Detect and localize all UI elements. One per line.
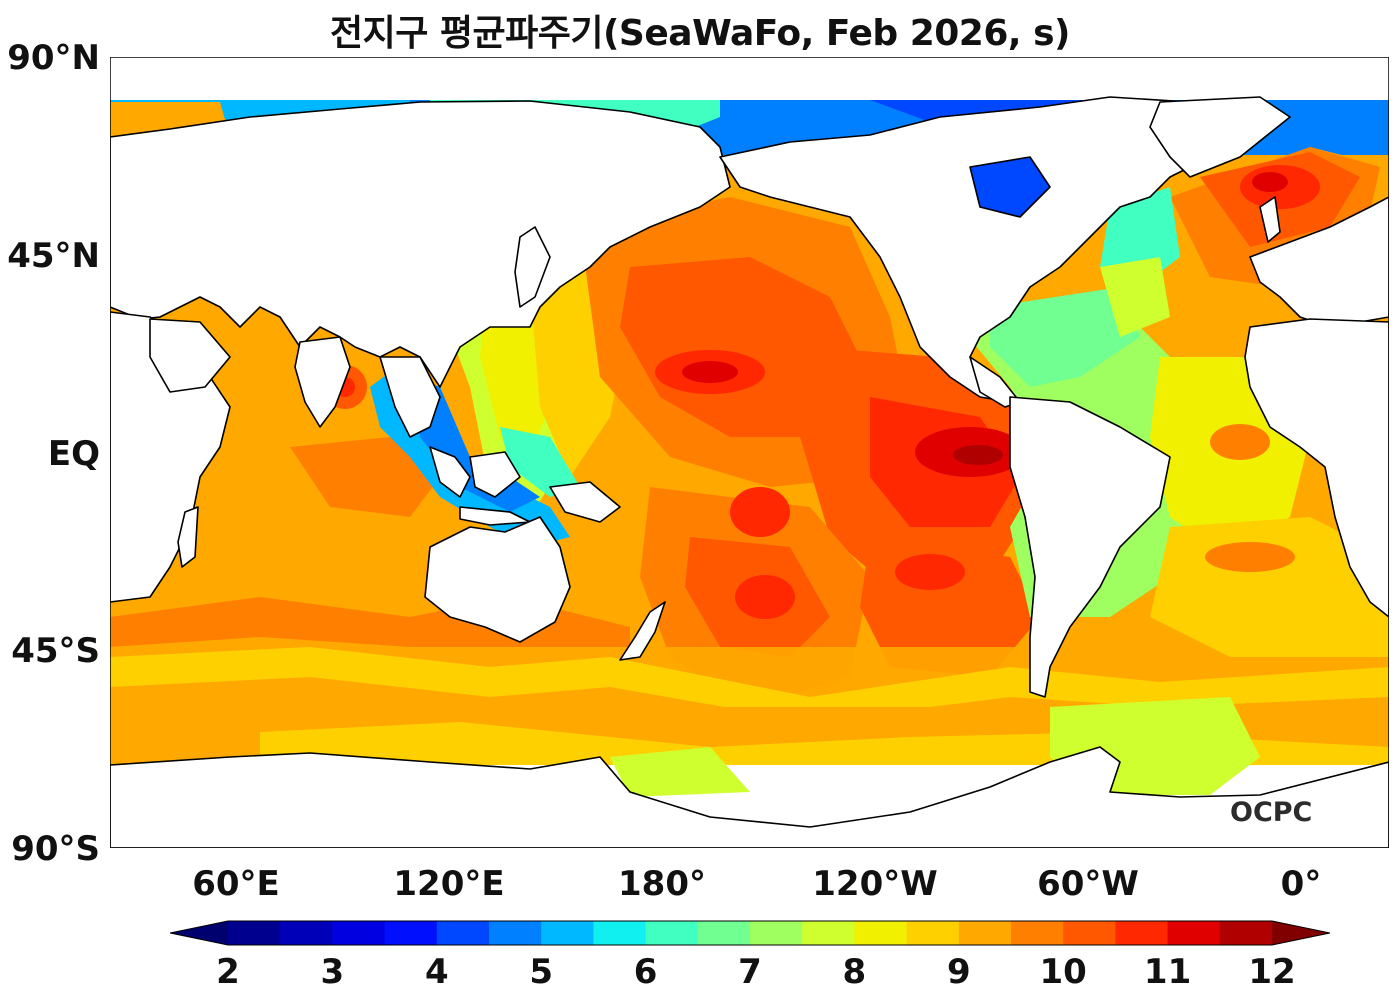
colorbar-tick-8: 8	[842, 952, 867, 992]
colorbar-tick-10: 10	[1039, 952, 1087, 992]
colorbar-outline	[170, 920, 1330, 946]
colorbar-tick-2: 2	[216, 952, 240, 992]
colorbar-segment	[958, 921, 1012, 945]
lon-label-60e: 60°E	[192, 864, 280, 904]
colorbar-segment	[854, 921, 908, 945]
colorbar-segment	[1115, 921, 1169, 945]
colorbar-segment	[906, 921, 960, 945]
lon-label-0: 0°	[1280, 864, 1322, 904]
colorbar	[170, 920, 1330, 946]
colorbar-segment	[1219, 921, 1273, 945]
lon-label-60w: 60°W	[1037, 864, 1139, 904]
colorbar-segment	[750, 921, 803, 945]
colorbar-segment	[384, 921, 438, 945]
lat-label-45n: 45°N	[7, 236, 100, 276]
colorbar-segment	[541, 921, 594, 945]
lat-label-eq: EQ	[47, 434, 100, 474]
lon-label-120e: 120°E	[393, 864, 505, 904]
lon-label-180: 180°	[618, 864, 706, 904]
colorbar-under-triangle	[170, 921, 228, 945]
colorbar-over-triangle	[1272, 921, 1330, 945]
colorbar-segment	[332, 921, 386, 945]
colorbar-tick-12: 12	[1248, 952, 1296, 992]
colorbar-segment	[436, 921, 490, 945]
colorbar-segments	[228, 921, 1273, 945]
land-masses	[109, 96, 1390, 849]
map-title: 전지구 평균파주기(SeaWaFo, Feb 2026, s)	[329, 13, 1071, 54]
ocpc-logo: OCPC	[1230, 797, 1313, 828]
colorbar-segment	[645, 921, 699, 945]
colorbar-tick-9: 9	[946, 952, 971, 992]
colorbar-tick-11: 11	[1143, 952, 1192, 992]
colorbar-segment	[593, 921, 647, 945]
lat-label-90n: 90°N	[7, 38, 100, 78]
colorbar-tick-4: 4	[424, 952, 449, 992]
colorbar-tick-6: 6	[633, 952, 658, 992]
colorbar-tick-5: 5	[529, 952, 554, 992]
lat-label-45s: 45°S	[11, 631, 100, 671]
colorbar-segment	[280, 921, 333, 945]
colorbar-tick-7: 7	[738, 952, 762, 992]
colorbar-segment	[802, 921, 855, 945]
colorbar-segment	[697, 921, 751, 945]
lat-label-90s: 90°S	[11, 829, 100, 869]
lon-label-120w: 120°W	[812, 864, 938, 904]
colorbar-segment	[1063, 921, 1116, 945]
colorbar-tick-3: 3	[320, 952, 345, 992]
colorbar-segment	[1167, 921, 1221, 945]
world-map	[109, 56, 1390, 849]
colorbar-segment	[228, 921, 281, 945]
colorbar-segment	[489, 921, 542, 945]
colorbar-segment	[1011, 921, 1064, 945]
